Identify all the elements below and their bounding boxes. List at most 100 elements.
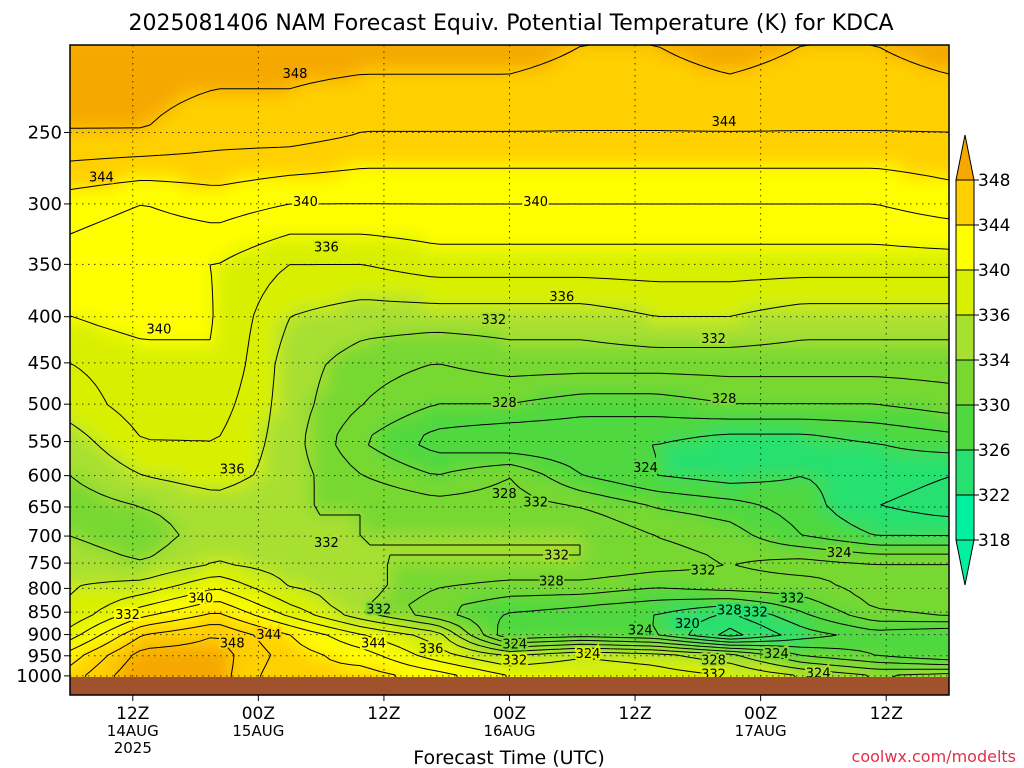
field-cell bbox=[934, 441, 949, 454]
field-cell bbox=[742, 177, 759, 190]
field-cell bbox=[134, 285, 151, 298]
credit-link[interactable]: coolwx.com/modelts bbox=[852, 747, 1016, 766]
field-cell bbox=[598, 561, 615, 574]
field-cell bbox=[678, 621, 695, 634]
field-cell bbox=[214, 225, 231, 238]
field-cell bbox=[422, 141, 439, 154]
field-cell bbox=[454, 345, 471, 358]
contour-label: 324 bbox=[633, 461, 658, 476]
field-cell bbox=[326, 357, 343, 370]
field-cell bbox=[246, 57, 263, 70]
field-cell bbox=[822, 81, 839, 94]
field-cell bbox=[214, 609, 231, 622]
colorbar-segment bbox=[955, 449, 975, 496]
field-cell bbox=[854, 453, 871, 466]
field-cell bbox=[102, 465, 119, 478]
field-cell bbox=[758, 489, 775, 502]
field-cell bbox=[390, 585, 407, 598]
field-cell bbox=[198, 381, 215, 394]
field-cell bbox=[86, 273, 103, 286]
field-cell bbox=[774, 525, 791, 538]
field-cell bbox=[278, 213, 295, 226]
field-cell bbox=[518, 585, 535, 598]
field-cell bbox=[374, 309, 391, 322]
field-cell bbox=[630, 177, 647, 190]
field-cell bbox=[486, 657, 503, 670]
field-cell bbox=[230, 261, 247, 274]
field-cell bbox=[422, 81, 439, 94]
field-cell bbox=[406, 525, 423, 538]
field-cell bbox=[182, 129, 199, 142]
field-cell bbox=[70, 261, 87, 274]
field-cell bbox=[310, 621, 327, 634]
field-cell bbox=[502, 225, 519, 238]
field-cell bbox=[678, 93, 695, 106]
field-cell bbox=[646, 297, 663, 310]
field-cell bbox=[310, 609, 327, 622]
field-cell bbox=[646, 57, 663, 70]
field-cell bbox=[358, 105, 375, 118]
field-cell bbox=[166, 705, 183, 718]
field-cell bbox=[326, 537, 343, 550]
field-cell bbox=[934, 141, 949, 154]
field-cell bbox=[358, 537, 375, 550]
field-cell bbox=[342, 453, 359, 466]
field-cell bbox=[214, 177, 231, 190]
field-cell bbox=[598, 501, 615, 514]
field-cell bbox=[182, 705, 199, 718]
field-cell bbox=[502, 369, 519, 382]
field-cell bbox=[934, 69, 949, 82]
field-cell bbox=[534, 93, 551, 106]
field-cell bbox=[838, 273, 855, 286]
field-cell bbox=[934, 45, 949, 58]
field-cell bbox=[646, 213, 663, 226]
field-cell bbox=[502, 657, 519, 670]
field-cell bbox=[790, 357, 807, 370]
field-cell bbox=[838, 477, 855, 490]
field-cell bbox=[646, 645, 663, 658]
field-cell bbox=[806, 513, 823, 526]
field-cell bbox=[774, 465, 791, 478]
field-cell bbox=[438, 81, 455, 94]
field-cell bbox=[710, 189, 727, 202]
field-cell bbox=[870, 189, 887, 202]
field-cell bbox=[294, 93, 311, 106]
field-cell bbox=[134, 165, 151, 178]
field-cell bbox=[742, 261, 759, 274]
field-cell bbox=[598, 273, 615, 286]
field-cell bbox=[886, 213, 903, 226]
field-cell bbox=[934, 705, 951, 718]
field-cell bbox=[150, 93, 167, 106]
field-cell bbox=[262, 309, 279, 322]
field-cell bbox=[102, 501, 119, 514]
field-cell bbox=[822, 141, 839, 154]
field-cell bbox=[582, 705, 599, 718]
field-cell bbox=[502, 429, 519, 442]
field-cell bbox=[886, 573, 903, 586]
field-cell bbox=[726, 273, 743, 286]
field-cell bbox=[950, 609, 967, 622]
field-cell bbox=[246, 297, 263, 310]
field-cell bbox=[694, 321, 711, 334]
field-cell bbox=[406, 405, 423, 418]
field-cell bbox=[854, 189, 871, 202]
field-cell bbox=[86, 585, 103, 598]
field-cell bbox=[166, 201, 183, 214]
field-cell bbox=[838, 141, 855, 154]
field-cell bbox=[358, 549, 375, 562]
contour-label: 328 bbox=[717, 603, 742, 618]
field-cell bbox=[550, 525, 567, 538]
colorbar-arrow-low bbox=[955, 539, 975, 586]
field-cell bbox=[310, 453, 327, 466]
field-cell bbox=[70, 165, 87, 178]
field-cell bbox=[326, 621, 343, 634]
field-cell bbox=[278, 477, 295, 490]
field-cell bbox=[70, 513, 87, 526]
field-cell bbox=[534, 645, 551, 658]
field-cell bbox=[374, 393, 391, 406]
field-cell bbox=[790, 501, 807, 514]
field-cell bbox=[774, 309, 791, 322]
field-cell bbox=[758, 189, 775, 202]
field-cell bbox=[262, 57, 279, 70]
field-cell bbox=[102, 657, 119, 670]
